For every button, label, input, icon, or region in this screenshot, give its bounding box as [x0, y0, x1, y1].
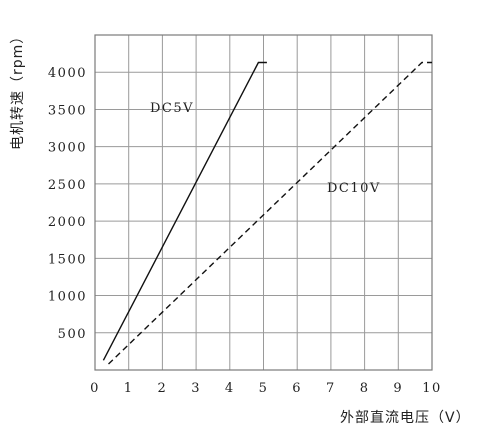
x-tick-label: 9	[393, 381, 403, 396]
x-tick-label: 3	[191, 381, 201, 396]
x-tick-label: 5	[259, 381, 269, 396]
y-tick-label: 4000	[48, 66, 87, 81]
y-tick-label: 500	[58, 327, 87, 342]
series-label-dc10v: DC10V	[327, 181, 381, 196]
series-lines	[102, 61, 432, 365]
plot-frame	[94, 34, 433, 371]
y-tick-label: 2000	[48, 215, 87, 230]
x-tick-label: 1	[124, 381, 134, 396]
plot-border	[94, 34, 433, 371]
series-line-dc10v	[108, 61, 432, 365]
x-tick-label: 0	[90, 381, 100, 396]
x-tick-label: 4	[225, 381, 235, 396]
x-tick-label: 8	[360, 381, 370, 396]
x-axis-label: 外部直流电压（V）	[340, 409, 471, 426]
y-tick-label: 2500	[48, 178, 87, 193]
series-labels: DC5V DC10V	[150, 101, 381, 196]
y-tick-labels: 500 1000 1500 2000 2500 3000 3500 4000	[48, 66, 87, 342]
x-tick-label: 2	[158, 381, 168, 396]
y-tick-label: 3000	[48, 141, 87, 156]
series-line-dc5v	[102, 61, 267, 361]
x-tick-label: 7	[326, 381, 336, 396]
y-tick-label: 1500	[48, 252, 87, 267]
y-tick-label: 1000	[48, 290, 87, 305]
x-tick-label: 6	[292, 381, 302, 396]
y-tick-label: 3500	[48, 103, 87, 118]
series-label-dc5v: DC5V	[150, 101, 194, 116]
grid	[94, 34, 433, 371]
x-tick-label: 10	[422, 381, 442, 396]
y-axis-label: 电机转速（rpm）	[10, 29, 26, 150]
x-tick-labels: 0 1 2 3 4 5 6 7 8 9 10	[90, 381, 442, 396]
